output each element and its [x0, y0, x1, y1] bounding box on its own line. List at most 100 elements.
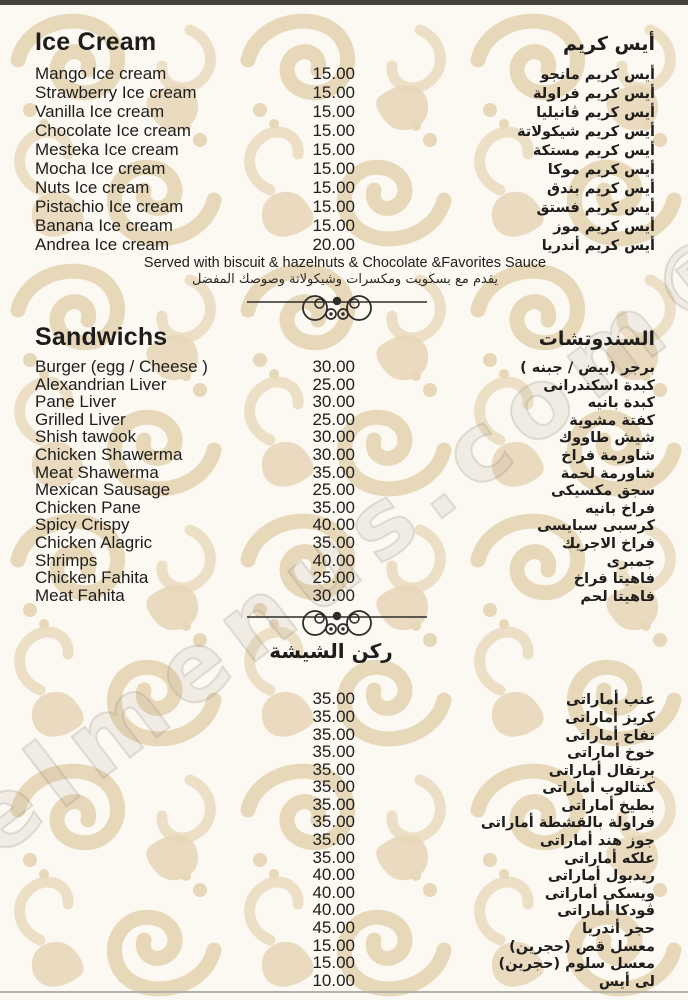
menu-item-row: Alexandrian Liver 25.00 كبدة اسكندرانى [35, 375, 655, 393]
item-price: 30.00 [312, 444, 355, 464]
item-name-ar: أيس كريم شيكولاتة [516, 124, 655, 140]
item-name-ar: فاهيتا لحم [580, 588, 655, 605]
menu-item-row: 40.00 ڤودكا أماراتى [35, 901, 655, 919]
item-name-ar: بطيخ أماراتى [561, 797, 655, 814]
menu-item-row: Chicken Fahita 25.00 فاهيتا فراخ [35, 569, 655, 587]
menu-item-row: 35.00 كريز أماراتى [35, 708, 655, 726]
item-name-en: Shish tawook [35, 427, 137, 447]
item-name-en: Chicken Alagric [35, 532, 153, 552]
item-price: 35.00 [312, 847, 355, 867]
menu-item-row: Pane Liver 30.00 كبدة بانيه [35, 393, 655, 411]
item-name-ar: أيس كريم بندق [547, 181, 655, 197]
item-price: 35.00 [312, 742, 355, 762]
item-price: 15.00 [312, 140, 355, 159]
item-name-ar: كبدة بانيه [587, 395, 655, 412]
item-name-en: Andrea Ice cream [35, 235, 170, 254]
item-price: 30.00 [312, 392, 355, 412]
menu-item-row: Burger (egg / Cheese ) 30.00 برجر (بيض / ج… [35, 358, 655, 376]
item-name-ar: ريدبول أماراتى [547, 868, 655, 885]
item-name-ar: فراخ بانيه [584, 500, 655, 517]
item-name-ar: شاورمة فراخ [561, 447, 655, 464]
section-note-ar: يقدم مع بسكويت ومكسرات وشيكولاتة وصوصك ا… [191, 272, 499, 287]
item-price: 15.00 [312, 121, 355, 140]
item-price: 15.00 [312, 953, 355, 973]
item-name-ar: أيس كريم أندريا [541, 238, 655, 254]
section-rows: Mango Ice cream 15.00 أيس كريم مانجو Strawb… [35, 64, 655, 254]
item-name-en: Meat Fahita [35, 585, 125, 605]
item-price: 10.00 [312, 970, 355, 990]
menu-item-row: Nuts Ice cream 15.00 أيس كريم بندق [35, 178, 655, 197]
menu-item-row: 35.00 بطيخ أماراتى [35, 796, 655, 814]
item-name-en: Nuts Ice cream [35, 178, 150, 197]
item-name-ar: تفاح أماراتى [565, 727, 655, 744]
menu-item-row: 35.00 كنتالوب أماراتى [35, 778, 655, 796]
menu-item-row: 40.00 ويسكى أماراتى [35, 884, 655, 902]
section-rows: 35.00 عنب أماراتى 35.00 كريز أماراتى 35.00 تف… [35, 690, 655, 990]
item-price: 15.00 [312, 197, 355, 216]
section-title-ar: السندوتشات [538, 328, 655, 350]
section-header: Sandwichs السندوتشات [35, 323, 655, 353]
menu-content: Ice Cream أيس كريم Mango Ice cream 15.00 أيس… [0, 5, 688, 1000]
item-name-ar: عنب أماراتى [565, 692, 655, 709]
item-name-en: Burger (egg / Cheese ) [35, 357, 208, 376]
item-name-ar: جمبرى [606, 553, 655, 570]
item-name-en: Spicy Crispy [35, 515, 130, 535]
item-name-ar: برتقال أماراتى [548, 762, 655, 779]
item-price: 15.00 [312, 935, 355, 955]
menu-section-sandwichs: Sandwichs السندوتشات Burger (egg / Cheese … [35, 323, 655, 605]
item-price: 15.00 [312, 64, 355, 83]
item-name-en: Shrimps [35, 550, 98, 570]
section-title-ar: أيس كريم [562, 33, 655, 55]
item-price: 35.00 [312, 794, 355, 814]
menu-item-row: 35.00 عنب أماراتى [35, 690, 655, 708]
item-name-en: Strawberry Ice cream [35, 83, 197, 102]
item-name-ar: شيش طاووك [558, 430, 655, 447]
menu-item-row: Chicken Shawerma 30.00 شاورمة فراخ [35, 446, 655, 464]
menu-item-row: Mango Ice cream 15.00 أيس كريم مانجو [35, 64, 655, 83]
section-title-en: Sandwichs [35, 323, 168, 351]
item-name-en: Chicken Pane [35, 497, 141, 517]
menu-item-row: 15.00 معسل قص (حجرين) [35, 937, 655, 955]
item-price: 15.00 [312, 102, 355, 121]
section-header: Ice Cream أيس كريم [35, 28, 655, 58]
item-price: 40.00 [312, 515, 355, 535]
menu-item-row: Spicy Crispy 40.00 كرسبى سبايسى [35, 516, 655, 534]
item-name-ar: جوز هند أماراتى [539, 833, 655, 850]
menu-item-row: 35.00 تفاح أماراتى [35, 724, 655, 744]
item-price: 40.00 [312, 900, 355, 920]
item-price: 45.00 [312, 918, 355, 938]
item-price: 35.00 [312, 724, 355, 744]
item-name-ar: معسل سلوم (حجرين) [498, 956, 655, 973]
menu-item-row: 35.00 خوخ أماراتى [35, 743, 655, 761]
item-name-ar: لى أيس [598, 973, 655, 990]
item-name-en: Grilled Liver [35, 409, 126, 429]
item-price: 30.00 [312, 357, 355, 376]
item-price: 35.00 [312, 830, 355, 850]
section-title-ar: ركن الشيشة [269, 639, 393, 664]
menu-item-row: Chicken Pane 35.00 فراخ بانيه [35, 499, 655, 517]
item-name-ar: حجر أندريا [582, 921, 655, 938]
item-name-ar: علكه أماراتى [564, 850, 655, 867]
item-price: 40.00 [312, 882, 355, 902]
item-name-en: Vanilla Ice cream [35, 102, 165, 121]
menu-item-row: 35.00 برتقال أماراتى [35, 761, 655, 779]
item-name-ar: أيس كريم فراولة [532, 86, 655, 102]
item-name-ar: أيس كريم مستكة [532, 143, 655, 159]
item-name-ar: أيس كريم موز [553, 219, 655, 235]
item-name-ar: كرسبى سبايسى [537, 518, 655, 535]
item-name-en: Mocha Ice cream [35, 159, 166, 178]
section-note-en: Served with biscuit & hazelnuts & Chocol… [143, 255, 547, 271]
menu-item-row: 45.00 حجر أندريا [35, 919, 655, 937]
menu-item-row: Meat Shawerma 35.00 شاورمة لحمة [35, 463, 655, 481]
item-name-ar: كفتة مشوية [569, 412, 655, 429]
item-name-en: Chocolate Ice cream [35, 121, 191, 140]
menu-item-row: Mexican Sausage 25.00 سجق مكسيكى [35, 481, 655, 499]
item-name-ar: كريز أماراتى [565, 709, 655, 726]
item-name-ar: خوخ أماراتى [567, 745, 655, 762]
item-price: 35.00 [312, 532, 355, 552]
item-price: 35.00 [312, 812, 355, 832]
item-name-en: Pistachio Ice cream [35, 197, 184, 216]
ornament-divider [35, 604, 655, 638]
